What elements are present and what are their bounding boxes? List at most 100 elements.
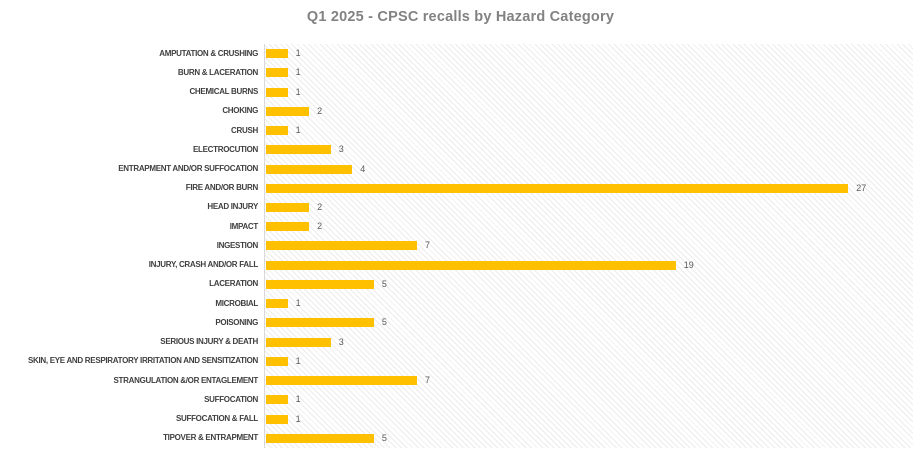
category-label: STRANGULATION &/OR ENTAGLEMENT (113, 375, 259, 385)
bar-zone: 1 (265, 352, 913, 371)
bar-zone: 7 (265, 236, 913, 255)
bar (266, 145, 331, 155)
bar (266, 299, 288, 309)
category-label: POISONING (215, 317, 258, 327)
category-label: IMPACT (229, 221, 259, 231)
bar (266, 318, 374, 328)
bar-row: SUFFOCATION & FALL 1 (0, 409, 921, 428)
bar-row: AMPUTATION & CRUSHING 1 (0, 44, 921, 63)
value-label: 4 (360, 163, 366, 174)
bar-row: FIRE AND/OR BURN 27 (0, 179, 921, 198)
bar (266, 337, 331, 347)
bar-zone: 27 (265, 179, 913, 198)
bar (266, 164, 353, 174)
bar-row: ENTRAPMENT AND/OR SUFFOCATION 4 (0, 159, 921, 178)
bar-row: MICROBIAL 1 (0, 294, 921, 313)
bar-row: BURN & LACERATION 1 (0, 63, 921, 82)
bar-row: POISONING 5 (0, 313, 921, 332)
bar (266, 126, 288, 136)
bar-zone: 1 (265, 294, 913, 313)
category-label: INGESTION (216, 240, 259, 250)
category-label: BURN & LACERATION (177, 67, 258, 77)
bar-row: CHEMICAL BURNS 1 (0, 82, 921, 101)
bar-zone: 7 (265, 371, 913, 390)
value-label: 7 (424, 375, 430, 386)
bar-zone: 1 (265, 44, 913, 63)
bar (266, 260, 676, 270)
bar (266, 395, 288, 405)
bar-zone: 5 (265, 313, 913, 332)
category-label: CRUSH (231, 125, 258, 135)
bar-zone: 4 (265, 159, 913, 178)
category-label: CHEMICAL BURNS (189, 87, 258, 97)
bar-zone: 5 (265, 275, 913, 294)
bar-zone: 1 (265, 82, 913, 101)
value-label: 2 (317, 105, 323, 116)
category-label: TIPOVER & ENTRAPMENT (163, 433, 258, 443)
value-label: 27 (856, 182, 867, 193)
category-label: MICROBIAL (215, 298, 258, 308)
value-label: 3 (338, 336, 344, 347)
bar (266, 222, 310, 232)
bar-zone: 3 (265, 333, 913, 352)
chart-title: Q1 2025 - CPSC recalls by Hazard Categor… (306, 9, 615, 25)
bar (266, 241, 417, 251)
bar (266, 87, 288, 97)
category-label: CHOKING (222, 106, 258, 116)
value-label: 5 (381, 278, 387, 289)
bar-zone: 1 (265, 390, 913, 409)
value-label: 1 (295, 48, 301, 59)
category-label: ENTRAPMENT AND/OR SUFFOCATION (118, 164, 258, 174)
bar-row: SUFFOCATION 1 (0, 390, 921, 409)
bar-zone: 2 (265, 198, 913, 217)
value-label: 5 (381, 432, 387, 443)
bar (266, 106, 310, 116)
bar-zone: 2 (265, 102, 913, 121)
value-label: 1 (295, 394, 301, 405)
chart-body: AMPUTATION & CRUSHING 1 BURN & LACERATION 1… (0, 44, 921, 448)
bar-zone: 2 (265, 217, 913, 236)
bar (266, 433, 374, 443)
bar-row: INGESTION 7 (0, 236, 921, 255)
value-label: 1 (295, 125, 301, 136)
bar (266, 183, 849, 193)
category-label: ELECTROCUTION (193, 144, 258, 154)
value-label: 1 (295, 86, 301, 97)
category-label: HEAD INJURY (207, 202, 258, 212)
value-label: 1 (295, 298, 301, 309)
bar (266, 68, 288, 78)
bar-zone: 1 (265, 63, 913, 82)
bar-zone: 1 (265, 121, 913, 140)
category-label: AMPUTATION & CRUSHING (159, 48, 258, 58)
bar-row: LACERATION 5 (0, 275, 921, 294)
bar (266, 414, 288, 424)
bar-row: TIPOVER & ENTRAPMENT 5 (0, 429, 921, 448)
bar-row: INJURY, CRASH AND/OR FALL 19 (0, 256, 921, 275)
category-label: SKIN, EYE AND RESPIRATORY IRRITATION AND… (27, 356, 258, 366)
value-label: 1 (295, 355, 301, 366)
value-label: 7 (424, 240, 430, 251)
bar-zone: 3 (265, 140, 913, 159)
bar (266, 376, 417, 386)
category-label: SUFFOCATION & FALL (176, 414, 258, 424)
value-label: 5 (381, 317, 387, 328)
bar-zone: 1 (265, 409, 913, 428)
value-label: 2 (317, 221, 323, 232)
category-label: SERIOUS INJURY & DEATH (160, 337, 258, 347)
bar-row: IMPACT 2 (0, 217, 921, 236)
value-label: 2 (317, 201, 323, 212)
bar (266, 49, 288, 59)
bar (266, 202, 310, 212)
bar-row: SKIN, EYE AND RESPIRATORY IRRITATION AND… (0, 352, 921, 371)
bar-row: ELECTROCUTION 3 (0, 140, 921, 159)
category-label: INJURY, CRASH AND/OR FALL (148, 260, 259, 270)
bar-zone: 19 (265, 256, 913, 275)
bar-row: HEAD INJURY 2 (0, 198, 921, 217)
bar-row: STRANGULATION &/OR ENTAGLEMENT 7 (0, 371, 921, 390)
value-label: 3 (338, 144, 344, 155)
bar-row: SERIOUS INJURY & DEATH 3 (0, 333, 921, 352)
bar-zone: 5 (265, 429, 913, 448)
bar-row: CRUSH 1 (0, 121, 921, 140)
value-label: 1 (295, 67, 301, 78)
